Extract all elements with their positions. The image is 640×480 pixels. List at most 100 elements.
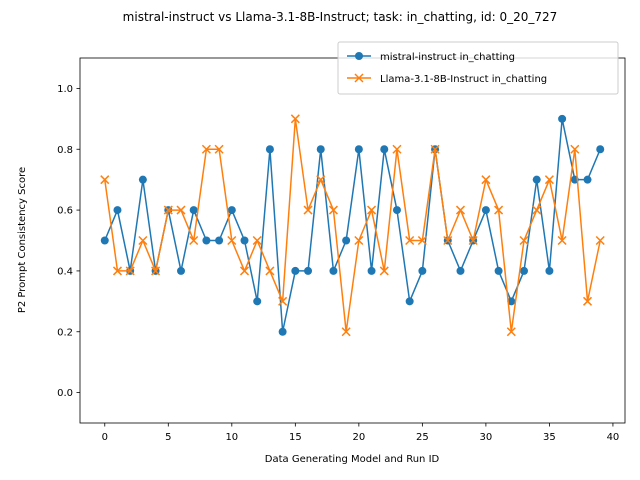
- data-point: [278, 296, 288, 306]
- data-point: [405, 235, 415, 246]
- data-point: [570, 144, 580, 154]
- data-point: [520, 266, 529, 275]
- legend-marker-llama: [354, 73, 364, 83]
- x-tick-label: 10: [225, 432, 238, 443]
- data-point: [112, 266, 123, 276]
- data-point: [557, 235, 567, 246]
- legend-label-llama: Llama-3.1-8B-Instruct in_chatting: [380, 74, 547, 85]
- data-point: [456, 266, 465, 275]
- x-tick-label: 25: [416, 432, 429, 443]
- data-point: [100, 175, 110, 185]
- data-point: [176, 266, 185, 275]
- data-point: [227, 206, 236, 215]
- data-point: [316, 175, 326, 185]
- data-point: [494, 205, 504, 215]
- data-point: [380, 145, 389, 154]
- legend-box: [337, 41, 619, 95]
- data-point: [468, 235, 478, 246]
- data-point: [291, 266, 300, 275]
- data-point: [151, 266, 161, 276]
- data-point: [341, 327, 351, 337]
- data-point: [125, 266, 135, 276]
- data-point: [278, 327, 287, 336]
- data-point: [532, 205, 542, 215]
- y-tick-label: 0.8: [57, 145, 73, 156]
- data-point: [253, 297, 262, 306]
- data-point: [417, 235, 427, 246]
- data-point: [558, 114, 567, 123]
- data-point: [430, 144, 440, 154]
- x-tick-label: 0: [102, 432, 108, 443]
- data-point: [252, 235, 262, 246]
- data-point: [455, 205, 466, 215]
- data-point: [304, 266, 313, 275]
- y-tick-label: 0.2: [57, 327, 73, 338]
- y-tick-label: 0.6: [57, 206, 73, 217]
- legend: mistral-instruct in_chatting Llama-3.1-8…: [337, 41, 619, 95]
- series-layer: [100, 114, 605, 337]
- data-point: [532, 175, 541, 184]
- data-point: [214, 144, 224, 154]
- data-point: [595, 235, 605, 246]
- data-point: [494, 266, 503, 275]
- data-point: [367, 205, 377, 215]
- data-point: [596, 145, 605, 154]
- data-point: [582, 296, 593, 306]
- data-point: [443, 235, 453, 246]
- data-point: [138, 235, 148, 246]
- plot-area: [80, 58, 625, 423]
- data-point: [240, 236, 249, 245]
- data-point: [202, 236, 211, 245]
- data-point: [138, 175, 147, 184]
- data-point: [265, 145, 274, 154]
- x-tick-label: 30: [480, 432, 493, 443]
- data-point: [328, 205, 338, 215]
- data-point: [519, 235, 529, 246]
- data-point: [544, 175, 554, 185]
- data-point: [113, 206, 122, 215]
- series-line-1: [104, 118, 601, 333]
- data-point: [215, 236, 224, 245]
- data-point: [392, 144, 402, 154]
- data-point: [290, 114, 300, 124]
- data-point: [163, 205, 173, 215]
- data-point: [545, 266, 554, 275]
- data-point: [329, 266, 338, 275]
- x-tick-label: 5: [165, 432, 171, 443]
- x-tick-label: 35: [543, 432, 556, 443]
- data-point: [392, 206, 401, 215]
- data-point: [265, 266, 275, 276]
- data-point: [189, 235, 199, 246]
- y-tick-label: 0.4: [57, 266, 73, 277]
- y-axis-ticks: 0.0 0.2 0.4 0.6 0.8 1.0: [57, 84, 80, 399]
- y-tick-label: 1.0: [57, 84, 73, 95]
- data-point: [481, 206, 490, 215]
- data-point: [100, 236, 109, 245]
- data-point: [354, 145, 363, 154]
- data-point: [506, 327, 516, 337]
- data-point: [201, 144, 211, 154]
- x-tick-label: 15: [289, 432, 302, 443]
- data-point: [239, 266, 250, 276]
- x-axis-ticks: 0 5 10 15 20 25 30 35 40: [102, 423, 620, 443]
- y-tick-label: 0.0: [57, 388, 73, 399]
- data-point: [405, 297, 414, 306]
- data-point: [583, 175, 592, 184]
- data-point: [189, 206, 198, 215]
- x-tick-label: 40: [607, 432, 620, 443]
- x-axis-title: Data Generating Model and Run ID: [265, 454, 440, 465]
- data-point: [379, 266, 389, 276]
- y-axis-title: P2 Prompt Consistency Score: [17, 167, 28, 313]
- data-point: [354, 235, 364, 246]
- data-point: [176, 205, 186, 215]
- data-point: [418, 266, 427, 275]
- data-point: [342, 236, 351, 245]
- legend-marker-mistral: [355, 52, 363, 60]
- data-point: [303, 205, 313, 215]
- x-tick-label: 20: [352, 432, 365, 443]
- legend-label-mistral: mistral-instruct in_chatting: [380, 52, 515, 63]
- data-point: [481, 175, 491, 185]
- data-point: [507, 297, 516, 306]
- data-point: [316, 145, 325, 154]
